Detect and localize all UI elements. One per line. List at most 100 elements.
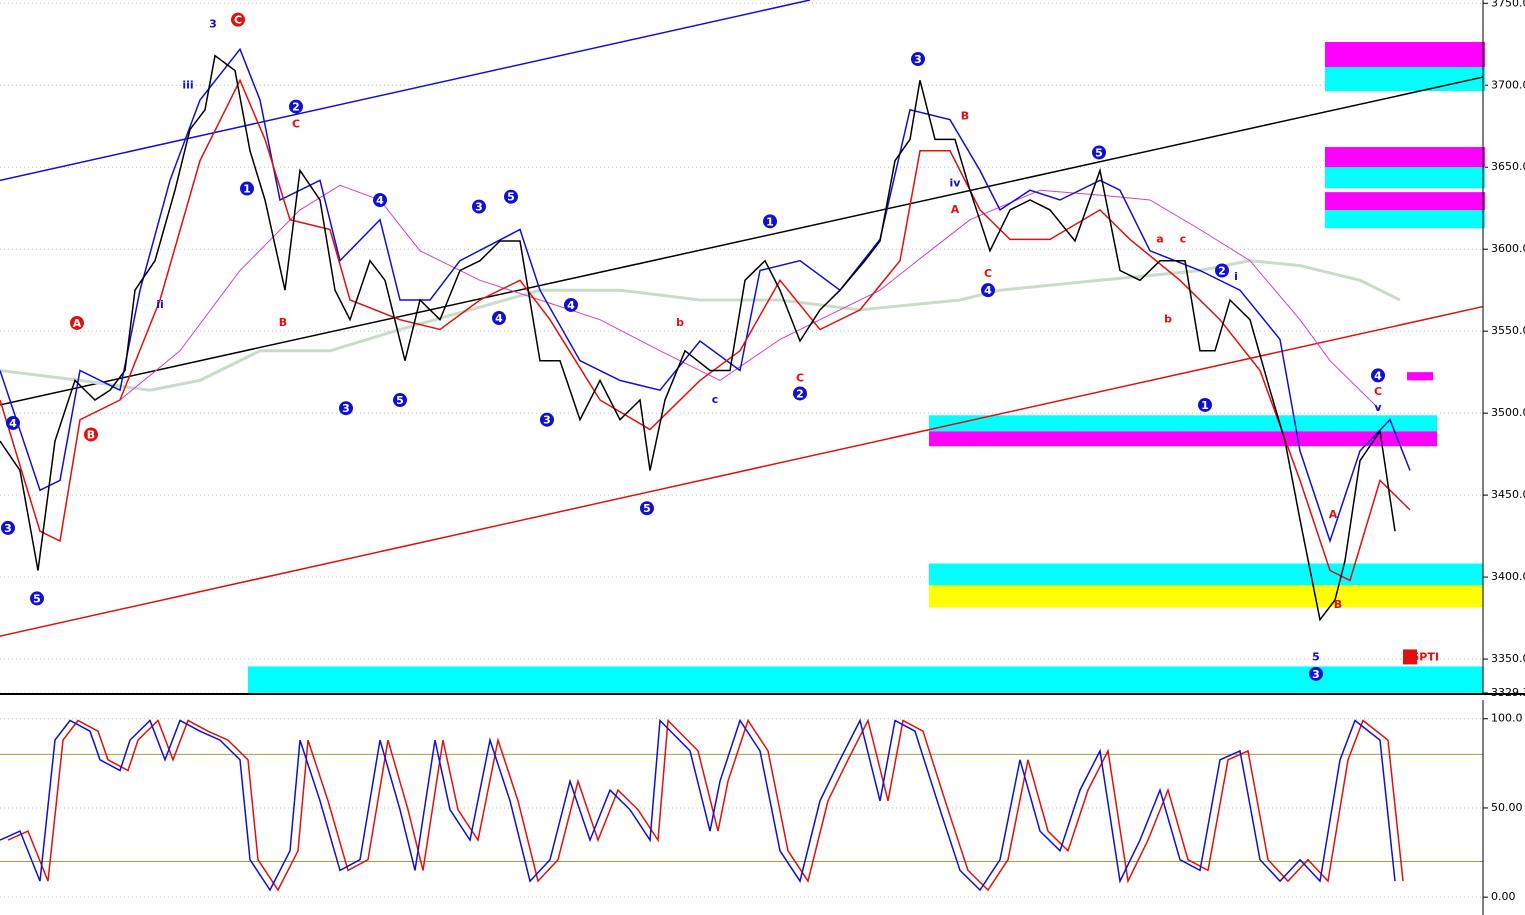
wave-marker bbox=[70, 315, 84, 330]
wave-label: ii bbox=[156, 298, 164, 311]
wave-label: B bbox=[87, 428, 95, 441]
wave-label: iv bbox=[950, 177, 962, 190]
wave-label: 2 bbox=[292, 101, 300, 114]
wave-label: 5 bbox=[643, 502, 651, 515]
zone bbox=[1325, 67, 1485, 91]
wave-label: A bbox=[951, 203, 960, 216]
zone bbox=[929, 415, 1437, 432]
tag-box bbox=[1403, 649, 1417, 665]
zone bbox=[929, 585, 1483, 608]
series-line bbox=[0, 259, 1401, 392]
series-line bbox=[7, 718, 1404, 892]
tag-label: 15PTI bbox=[1404, 650, 1439, 663]
wave-label: C bbox=[984, 267, 992, 280]
wave-label: 1 bbox=[766, 215, 774, 228]
trendline bbox=[0, 76, 1484, 406]
wave-marker bbox=[1309, 666, 1323, 681]
y-tick-label: 3650.0 bbox=[1491, 160, 1525, 173]
wave-label: 3 bbox=[543, 414, 551, 427]
wave-marker bbox=[393, 393, 407, 408]
wave-label: 5 bbox=[507, 191, 515, 204]
y-tick-label: 3450.0 bbox=[1491, 488, 1525, 501]
wave-marker bbox=[1, 520, 15, 535]
wave-label: 5 bbox=[1095, 146, 1103, 159]
wave-marker bbox=[1092, 145, 1106, 160]
wave-label: 5 bbox=[1312, 650, 1320, 663]
wave-label: 3 bbox=[475, 201, 483, 214]
wave-label: 4 bbox=[567, 299, 575, 312]
wave-label: c bbox=[712, 393, 719, 406]
wave-marker bbox=[289, 99, 303, 114]
wave-label: 5 bbox=[33, 592, 41, 605]
wave-label: b bbox=[1164, 313, 1172, 326]
zone bbox=[929, 563, 1483, 586]
wave-marker bbox=[911, 52, 925, 67]
panel: 0.00 50.00 100.0 bbox=[0, 700, 1523, 915]
wave-marker bbox=[793, 386, 807, 401]
y-tick-label: 3600.0 bbox=[1491, 242, 1525, 255]
zone bbox=[1325, 210, 1485, 229]
series-line bbox=[0, 78, 1411, 582]
trendline bbox=[0, 0, 811, 182]
wave-label: C bbox=[292, 118, 300, 131]
wave-label: iii bbox=[182, 78, 193, 91]
wave-label: 3 bbox=[1312, 668, 1320, 681]
wave-label: B bbox=[279, 316, 287, 329]
wave-marker bbox=[1371, 368, 1385, 383]
wave-marker bbox=[504, 189, 518, 204]
wave-label: A bbox=[73, 317, 82, 330]
wave-label: B bbox=[1334, 598, 1342, 611]
wave-marker bbox=[640, 501, 654, 516]
series-line bbox=[0, 54, 1396, 622]
zone bbox=[929, 431, 1437, 447]
wave-marker bbox=[540, 412, 554, 427]
wave-label: 3 bbox=[914, 53, 922, 66]
y-tick-label: 50.00 bbox=[1491, 801, 1523, 814]
wave-label: v bbox=[1374, 401, 1382, 414]
y-tick-label: 3329.3 bbox=[1491, 686, 1525, 699]
wave-label: 2 bbox=[1218, 265, 1226, 278]
y-tick-label: 3500.0 bbox=[1491, 406, 1525, 419]
wave-label: 3 bbox=[342, 402, 350, 415]
wave-marker bbox=[492, 311, 506, 326]
y-tick-label: 3350.0 bbox=[1491, 652, 1525, 665]
wave-label: i bbox=[1234, 270, 1238, 283]
wave-label: c bbox=[1180, 232, 1187, 245]
wave-marker bbox=[339, 401, 353, 416]
wave-marker bbox=[373, 193, 387, 208]
wave-label: 5 bbox=[396, 394, 404, 407]
y-tick-label: 3550.0 bbox=[1491, 324, 1525, 337]
wave-label: 3 bbox=[209, 18, 217, 31]
wave-label: a bbox=[1156, 232, 1163, 245]
wave-marker bbox=[763, 214, 777, 229]
wave-marker bbox=[240, 181, 254, 196]
wave-marker bbox=[84, 427, 98, 442]
y-tick-label: 3700.0 bbox=[1491, 78, 1525, 91]
wave-label: C bbox=[796, 372, 804, 385]
wave-label: b bbox=[676, 316, 684, 329]
wave-marker bbox=[472, 199, 486, 214]
wave-marker bbox=[981, 283, 995, 298]
zone bbox=[1325, 167, 1485, 189]
zone bbox=[248, 666, 1483, 693]
wave-label: B bbox=[961, 109, 969, 122]
wave-label: 4 bbox=[9, 417, 17, 430]
trendline bbox=[0, 305, 1484, 637]
wave-label: C bbox=[234, 14, 242, 27]
zone bbox=[1407, 372, 1433, 381]
y-tick-label: 0.00 bbox=[1491, 890, 1516, 903]
wave-label: 3 bbox=[4, 522, 12, 535]
wave-marker bbox=[564, 297, 578, 312]
wave-label: 1 bbox=[1201, 399, 1209, 412]
y-tick-label: 100.0 bbox=[1491, 712, 1523, 725]
series-line bbox=[0, 718, 1396, 892]
series-line bbox=[119, 184, 1381, 411]
zone bbox=[1325, 147, 1485, 168]
wave-marker bbox=[30, 591, 44, 606]
wave-marker bbox=[1198, 397, 1212, 412]
series-line bbox=[0, 47, 1411, 544]
y-tick-label: 3750.0 bbox=[1491, 0, 1525, 9]
